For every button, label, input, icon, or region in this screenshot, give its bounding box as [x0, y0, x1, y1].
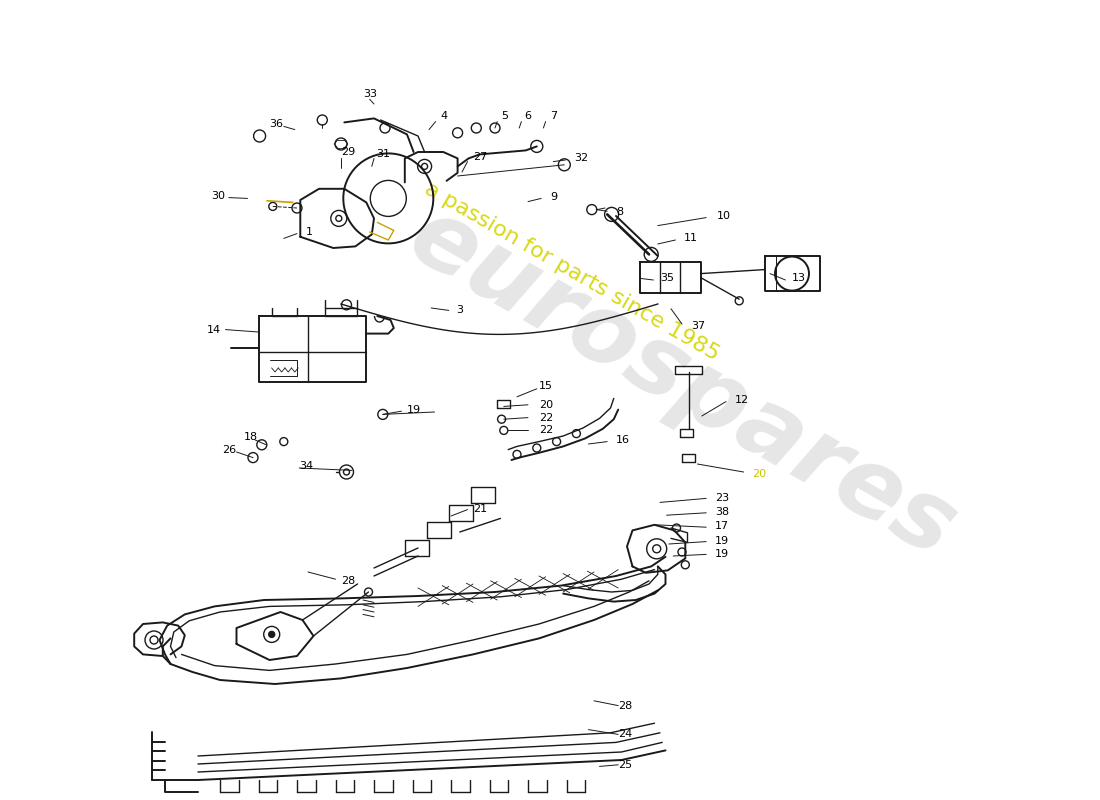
- Text: 3: 3: [456, 306, 463, 315]
- Text: 12: 12: [735, 395, 749, 405]
- Text: 1: 1: [306, 227, 312, 237]
- Text: 10: 10: [717, 211, 732, 221]
- Text: 33: 33: [363, 90, 377, 99]
- Text: eurospares: eurospares: [393, 190, 971, 578]
- Text: 24: 24: [618, 730, 632, 739]
- Text: 26: 26: [222, 445, 236, 454]
- Text: 28: 28: [618, 701, 632, 710]
- Text: 37: 37: [691, 322, 705, 331]
- Text: 19: 19: [715, 549, 729, 558]
- Text: 19: 19: [407, 405, 421, 414]
- Circle shape: [268, 631, 275, 638]
- Text: 21: 21: [473, 504, 487, 514]
- Text: 38: 38: [715, 507, 729, 517]
- Text: 23: 23: [715, 493, 729, 502]
- Text: 19: 19: [715, 536, 729, 546]
- Text: 15: 15: [539, 381, 553, 390]
- Text: 28: 28: [341, 576, 355, 586]
- Text: 9: 9: [550, 192, 557, 202]
- Text: 31: 31: [376, 149, 390, 158]
- Text: 29: 29: [341, 147, 355, 157]
- Text: 18: 18: [244, 432, 258, 442]
- Text: 11: 11: [684, 234, 699, 243]
- Text: 20: 20: [752, 469, 767, 478]
- Text: 34: 34: [299, 461, 314, 470]
- Text: a passion for parts since 1985: a passion for parts since 1985: [421, 179, 723, 365]
- Text: 27: 27: [473, 152, 487, 162]
- Text: 22: 22: [539, 413, 553, 422]
- Text: 32: 32: [574, 154, 589, 163]
- Text: 17: 17: [715, 522, 729, 531]
- Text: 5: 5: [502, 111, 508, 121]
- Text: 22: 22: [539, 426, 553, 435]
- Text: 4: 4: [440, 111, 447, 121]
- Text: 7: 7: [550, 111, 557, 121]
- Text: 13: 13: [792, 274, 806, 283]
- Text: 14: 14: [207, 325, 221, 334]
- Text: 16: 16: [616, 435, 630, 445]
- Text: 25: 25: [618, 760, 632, 770]
- Text: 6: 6: [525, 111, 531, 121]
- Text: 20: 20: [539, 400, 553, 410]
- Text: 35: 35: [660, 274, 674, 283]
- Text: 30: 30: [211, 191, 226, 201]
- Text: 36: 36: [270, 119, 284, 129]
- Text: 8: 8: [616, 207, 623, 217]
